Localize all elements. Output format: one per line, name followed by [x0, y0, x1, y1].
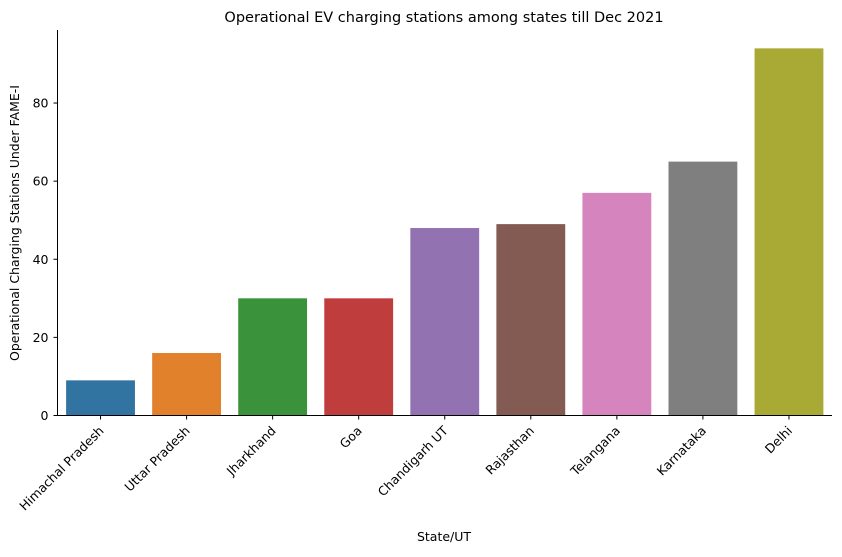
y-tick-label: 20 [33, 330, 49, 345]
y-tick-label: 40 [33, 252, 49, 267]
bar-karnataka [668, 161, 738, 416]
y-tick-label: 80 [33, 96, 49, 111]
x-tick-label: Rajasthan [482, 423, 537, 478]
x-tick-label: Karnataka [654, 423, 709, 478]
x-tick-label: Jharkhand [223, 423, 279, 479]
x-axis-label: State/UT [417, 529, 471, 544]
y-axis-label: Operational Charging Stations Under FAME… [7, 85, 22, 361]
bar-delhi [754, 48, 824, 416]
bar-jharkhand [238, 298, 308, 416]
chart-title: Operational EV charging stations among s… [224, 10, 663, 26]
x-tick-label: Uttar Pradesh [121, 423, 192, 494]
bar-rajasthan [496, 224, 566, 416]
x-ticks-group: Himachal Pradesh Uttar Pradesh Jharkhand Go… [16, 415, 795, 513]
x-tick-label: Delhi [762, 423, 795, 456]
bar-uttar-pradesh [152, 353, 221, 416]
bar-telangana [582, 192, 652, 416]
bar-goa [324, 298, 394, 416]
bars-group [66, 48, 824, 416]
x-tick-label: Telangana [567, 423, 623, 479]
y-tick-label: 60 [33, 174, 49, 189]
x-tick-label: Chandigarh UT [375, 423, 452, 500]
bar-chandigarh-ut [410, 228, 480, 416]
x-tick-label: Himachal Pradesh [16, 423, 106, 513]
bar-himachal-pradesh [66, 380, 135, 416]
y-ticks-group: 0 20 40 60 80 [33, 96, 58, 423]
y-tick-label: 0 [41, 408, 49, 423]
x-tick-label: Goa [337, 423, 365, 451]
